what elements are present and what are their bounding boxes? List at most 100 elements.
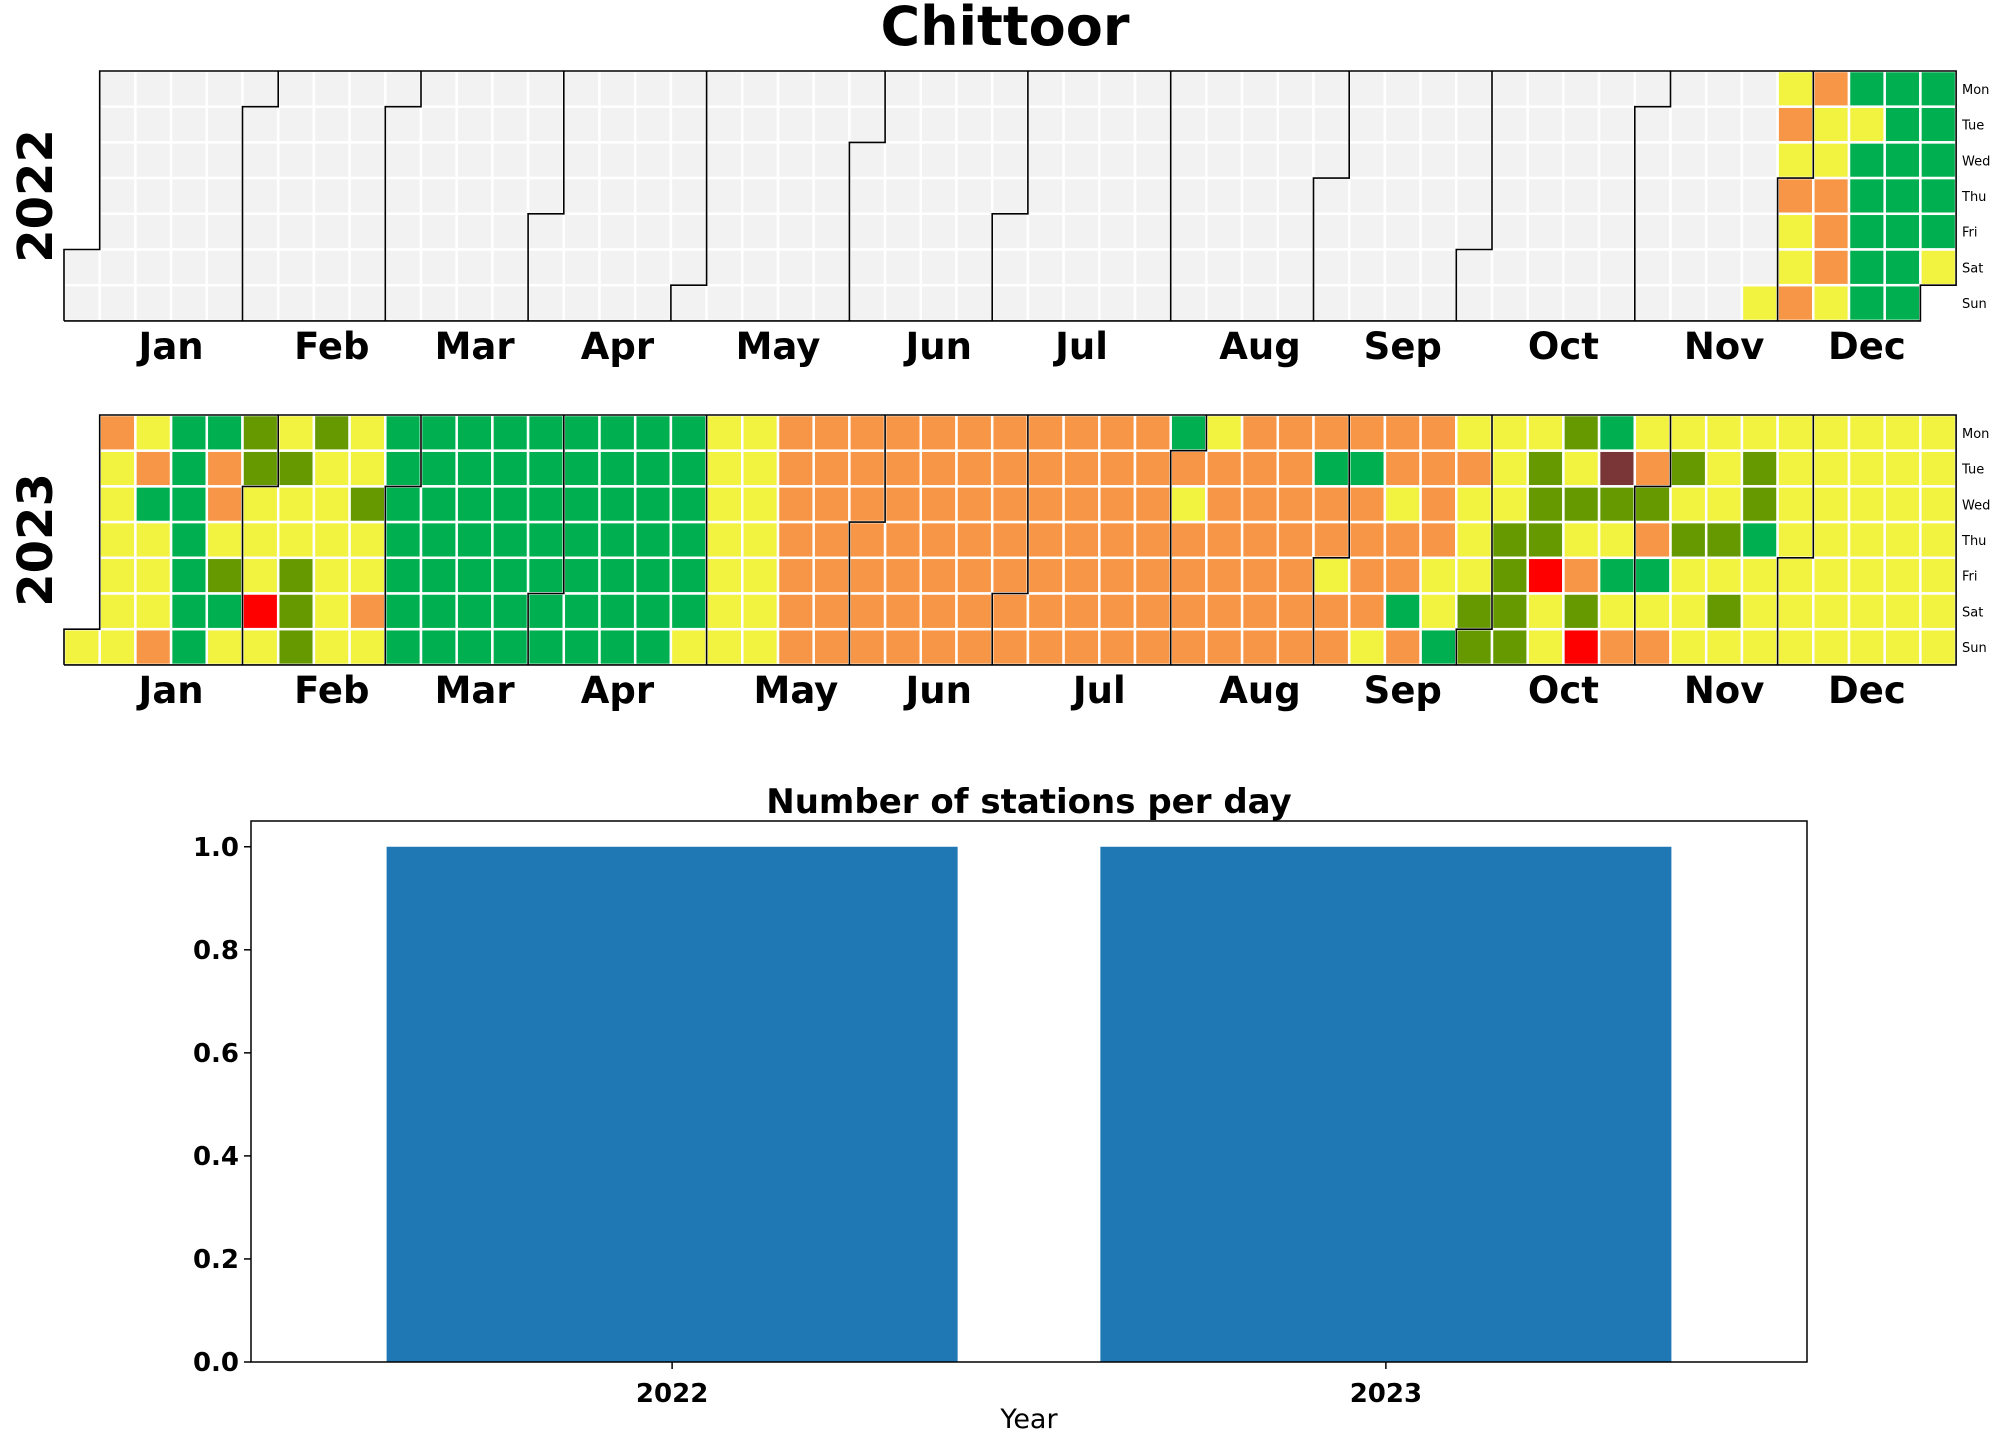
day-cell bbox=[1098, 413, 1137, 452]
day-cell bbox=[1490, 485, 1529, 524]
month-label: May bbox=[754, 669, 839, 712]
day-cell bbox=[241, 69, 280, 108]
month-label: Aug bbox=[1219, 325, 1300, 368]
day-cell bbox=[1490, 141, 1529, 180]
day-cell bbox=[812, 176, 851, 216]
day-cell bbox=[955, 449, 994, 488]
day-cell bbox=[1205, 248, 1244, 287]
day-cell bbox=[812, 69, 851, 108]
day-cell bbox=[1883, 283, 1922, 323]
day-cell bbox=[455, 449, 494, 488]
bar-2023 bbox=[1100, 846, 1672, 1362]
day-cell bbox=[1133, 69, 1172, 108]
day-cell bbox=[848, 69, 887, 108]
day-cell bbox=[1026, 212, 1065, 251]
day-cell bbox=[883, 176, 923, 216]
day-cell bbox=[241, 141, 280, 180]
month-label: Apr bbox=[581, 669, 655, 712]
day-cell bbox=[598, 413, 637, 452]
day-cell bbox=[990, 105, 1030, 144]
day-cell bbox=[883, 627, 923, 667]
day-cell bbox=[169, 283, 209, 323]
day-cell bbox=[848, 556, 887, 595]
day-cell bbox=[1847, 520, 1886, 560]
day-cell bbox=[134, 212, 173, 251]
day-cell bbox=[241, 413, 280, 452]
day-cell bbox=[633, 592, 673, 631]
day-cell bbox=[526, 627, 566, 667]
day-cell bbox=[419, 485, 458, 524]
day-cell bbox=[98, 212, 137, 251]
day-cell bbox=[1276, 592, 1315, 631]
month-label: Oct bbox=[1528, 669, 1599, 712]
day-cell bbox=[919, 520, 958, 560]
day-cell bbox=[633, 283, 673, 323]
day-cell bbox=[1669, 520, 1708, 560]
day-cell bbox=[1169, 105, 1208, 144]
day-cell bbox=[241, 520, 280, 560]
day-cell bbox=[1526, 283, 1565, 323]
month-boundary bbox=[1776, 415, 1815, 665]
day-cell bbox=[1704, 556, 1744, 595]
day-cell bbox=[169, 449, 209, 488]
day-cell bbox=[1847, 248, 1886, 287]
day-cell bbox=[1562, 592, 1601, 631]
day-cell bbox=[1812, 485, 1851, 524]
day-cell bbox=[1919, 176, 1958, 216]
day-cell bbox=[1169, 485, 1208, 524]
day-cell bbox=[455, 176, 494, 216]
day-cell bbox=[1633, 592, 1672, 631]
day-cell bbox=[526, 176, 566, 216]
day-cell bbox=[598, 592, 637, 631]
y-tick-label: 0.2 bbox=[193, 1245, 239, 1275]
day-cell bbox=[741, 627, 780, 667]
day-cell bbox=[955, 283, 994, 323]
month-label: Mar bbox=[435, 669, 516, 712]
day-cell bbox=[1062, 69, 1101, 108]
day-cell bbox=[598, 105, 637, 144]
day-cell bbox=[1026, 283, 1065, 323]
day-cell bbox=[384, 485, 423, 524]
day-cell bbox=[705, 556, 744, 595]
day-cell bbox=[1240, 283, 1280, 323]
day-cell bbox=[1919, 212, 1958, 251]
day-cell bbox=[741, 520, 780, 560]
day-cell bbox=[812, 283, 851, 323]
day-cell bbox=[919, 141, 958, 180]
day-cell bbox=[1455, 449, 1494, 488]
day-cell bbox=[1919, 248, 1958, 287]
day-cell bbox=[812, 627, 851, 667]
day-cell bbox=[812, 520, 851, 560]
day-cell bbox=[455, 141, 494, 180]
day-cell bbox=[705, 520, 744, 560]
weekday-label: Thu bbox=[1961, 190, 1986, 205]
day-cell bbox=[1597, 413, 1637, 452]
day-cell bbox=[776, 212, 815, 251]
day-cell bbox=[669, 69, 708, 108]
day-cell bbox=[1490, 248, 1529, 287]
day-cell bbox=[776, 176, 815, 216]
day-cell bbox=[1026, 485, 1065, 524]
day-cell bbox=[134, 413, 173, 452]
day-cell bbox=[1455, 485, 1494, 524]
day-cell bbox=[205, 592, 244, 631]
day-cell bbox=[1062, 627, 1101, 667]
weekday-label: Tue bbox=[1961, 463, 1984, 478]
day-cell bbox=[1740, 212, 1779, 251]
day-cell bbox=[669, 449, 708, 488]
day-cell bbox=[276, 592, 316, 631]
day-cell bbox=[1383, 627, 1422, 667]
day-cell bbox=[1169, 592, 1208, 631]
day-cell bbox=[741, 105, 780, 144]
day-cell bbox=[455, 248, 494, 287]
month-boundary bbox=[848, 71, 886, 321]
day-cell bbox=[205, 485, 244, 524]
day-cell bbox=[1026, 592, 1065, 631]
day-cell bbox=[1526, 592, 1565, 631]
day-cell bbox=[705, 141, 744, 180]
day-cell bbox=[990, 485, 1030, 524]
day-cell bbox=[526, 449, 566, 488]
day-cell bbox=[276, 141, 316, 180]
day-cell bbox=[1169, 627, 1208, 667]
day-cell bbox=[1383, 69, 1422, 108]
